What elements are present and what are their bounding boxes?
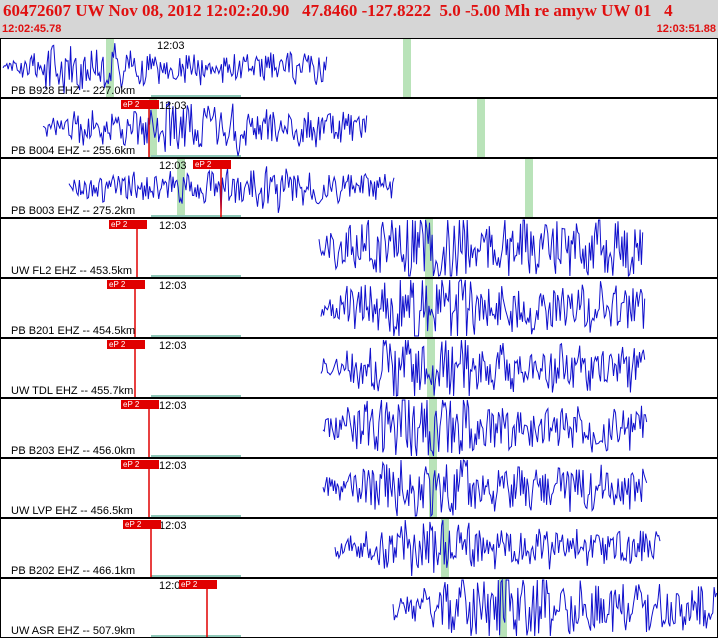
station-channel-label: UW TDL EHZ -- 455.7km [11, 385, 134, 397]
waveform-trace [334, 519, 661, 577]
trace-panel[interactable]: 12:03 eP 2 UW LVP EHZ -- 456.5km [0, 458, 718, 518]
time-tick-label: 12:03 [159, 520, 187, 532]
time-tick-label: 12:03 [159, 100, 187, 112]
time-tick-label: 12:03 [157, 40, 185, 52]
time-tick-label: 12:03 [159, 460, 187, 472]
trace-panel[interactable]: 12:03 eP 2 UW TDL EHZ -- 455.7km [0, 338, 718, 398]
station-channel-label: PB B928 EHZ -- 227.0km [11, 85, 136, 97]
time-tick-label: 12:03 [159, 280, 187, 292]
trace-panel[interactable]: 12:03 eP 2 PB B201 EHZ -- 454.5km [0, 278, 718, 338]
phase-pick-flag[interactable]: eP 2 [107, 340, 145, 349]
trace-canvas [148, 459, 648, 517]
waveform-trace [318, 219, 644, 277]
phase-pick-flag[interactable]: eP 2 [123, 520, 161, 529]
station-channel-label: PB B203 EHZ -- 456.0km [11, 445, 136, 457]
station-channel-label: UW FL2 EHZ -- 453.5km [11, 265, 133, 277]
trace-canvas [42, 99, 485, 157]
waveform-trace [2, 43, 328, 94]
trace-canvas [148, 399, 648, 457]
phase-window-marker [106, 39, 114, 97]
trace-canvas [68, 159, 533, 217]
station-channel-label: PB B003 EHZ -- 275.2km [11, 205, 136, 217]
waveform-trace [322, 459, 648, 517]
phase-window-marker [403, 39, 411, 97]
window-end-time: 12:03:51.88 [656, 23, 716, 35]
station-channel-label: PB B202 EHZ -- 466.1km [11, 565, 136, 577]
phase-pick-flag[interactable]: eP 2 [121, 100, 159, 109]
time-tick-label: 12:03 [159, 160, 187, 172]
phase-window-marker [429, 399, 437, 457]
phase-pick-flag[interactable]: eP 2 [109, 220, 147, 229]
trace-panel[interactable]: 12:03 eP 2 PB B003 EHZ -- 275.2km [0, 158, 718, 218]
phase-pick-flag[interactable]: eP 2 [179, 580, 217, 589]
trace-panel[interactable]: 12:03 eP 2 PB B203 EHZ -- 456.0km [0, 398, 718, 458]
trace-panel[interactable]: 12:03 eP 2 PB B004 EHZ -- 255.6km [0, 98, 718, 158]
trace-panel[interactable]: 12:03 eP 2 PB B202 EHZ -- 466.1km [0, 518, 718, 578]
phase-pick-flag[interactable]: eP 2 [121, 460, 159, 469]
trace-canvas [151, 579, 717, 637]
trace-canvas [136, 219, 644, 277]
phase-window-marker [177, 159, 185, 217]
waveform-trace [320, 339, 646, 397]
station-channel-label: UW LVP EHZ -- 456.5km [11, 505, 133, 517]
phase-pick-flag[interactable]: eP 2 [107, 280, 145, 289]
trace-canvas [2, 39, 411, 97]
trace-canvas [150, 519, 661, 577]
station-channel-label: PB B004 EHZ -- 255.6km [11, 145, 136, 157]
phase-pick-flag[interactable]: eP 2 [193, 160, 231, 169]
waveform-trace [320, 279, 646, 337]
window-start-time: 12:02:45.78 [2, 23, 62, 35]
trace-panel[interactable]: 12:03 PB B928 EHZ -- 227.0km [0, 38, 718, 98]
time-tick-label: 12:03 [159, 400, 187, 412]
time-tick-label: 12:03 [159, 220, 187, 232]
trace-canvas [134, 279, 646, 337]
phase-pick-flag[interactable]: eP 2 [121, 400, 159, 409]
station-channel-label: PB B201 EHZ -- 454.5km [11, 325, 136, 337]
trace-canvas [134, 339, 646, 397]
seismogram-panel: 12:03 PB B928 EHZ -- 227.0km 12:03 eP 2 PB B… [0, 38, 718, 638]
phase-window-marker [477, 99, 485, 157]
time-tick-label: 12:03 [159, 340, 187, 352]
waveform-trace [392, 579, 717, 637]
event-title: 60472607 UW Nov 08, 2012 12:02:20.90 47.… [3, 1, 673, 20]
event-header: 60472607 UW Nov 08, 2012 12:02:20.90 47.… [0, 0, 718, 38]
trace-panel[interactable]: 12:03 eP 2 UW ASR EHZ -- 507.9km [0, 578, 718, 638]
phase-window-marker [425, 219, 433, 277]
station-channel-label: UW ASR EHZ -- 507.9km [11, 625, 136, 637]
phase-window-marker [427, 339, 435, 397]
waveform-trace [322, 399, 648, 457]
waveform-trace [68, 166, 395, 213]
trace-panel[interactable]: 12:03 eP 2 UW FL2 EHZ -- 453.5km [0, 218, 718, 278]
waveform-trace [42, 101, 368, 157]
phase-window-marker [525, 159, 533, 217]
